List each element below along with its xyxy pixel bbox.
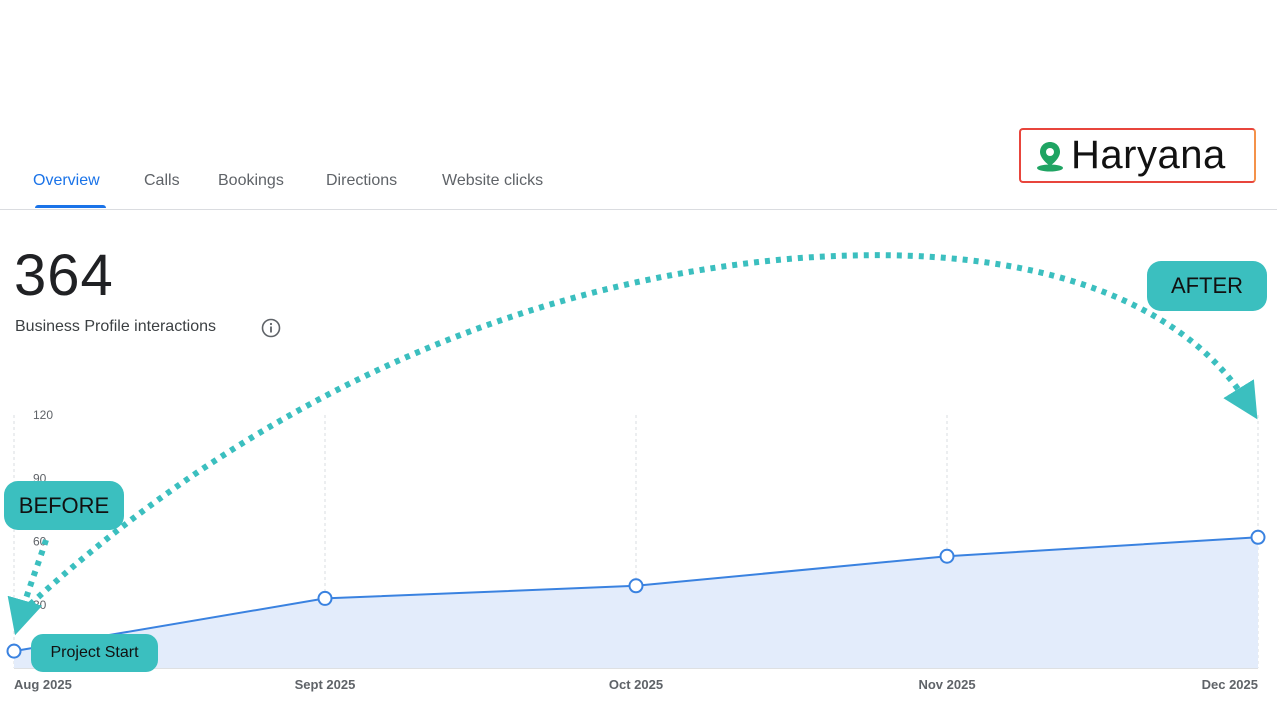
project-start-label: Project Start bbox=[31, 634, 158, 672]
tab-calls[interactable]: Calls bbox=[144, 172, 180, 189]
x-tick-label: Aug 2025 bbox=[14, 677, 72, 692]
data-point[interactable] bbox=[628, 578, 644, 594]
x-tick-label: Sept 2025 bbox=[295, 677, 356, 692]
map-pin-icon bbox=[1037, 141, 1063, 171]
location-name: Haryana bbox=[1071, 133, 1226, 177]
y-tick-label: 30 bbox=[33, 598, 47, 612]
tab-bookings[interactable]: Bookings bbox=[218, 172, 284, 189]
data-point[interactable] bbox=[317, 590, 333, 606]
tab-bar: Overview Calls Bookings Directions Websi… bbox=[0, 160, 1277, 210]
x-tick-label: Dec 2025 bbox=[1202, 677, 1258, 692]
tab-overview[interactable]: Overview bbox=[33, 172, 100, 189]
data-point[interactable] bbox=[939, 548, 955, 564]
interactions-total: 364 bbox=[14, 243, 114, 308]
tab-directions[interactable]: Directions bbox=[326, 172, 398, 189]
before-label: BEFORE bbox=[4, 481, 124, 530]
data-point[interactable] bbox=[6, 643, 22, 659]
x-tick-label: Nov 2025 bbox=[918, 677, 975, 692]
before-after-arc bbox=[19, 252, 1258, 615]
location-badge: Haryana bbox=[1019, 128, 1256, 183]
x-tick-label: Oct 2025 bbox=[609, 677, 663, 692]
series-area bbox=[14, 537, 1258, 668]
y-tick-label: 60 bbox=[33, 535, 47, 549]
interactions-label: Business Profile interactions bbox=[15, 318, 216, 335]
y-tick-label: 120 bbox=[33, 408, 53, 422]
tab-website-clicks[interactable]: Website clicks bbox=[442, 172, 544, 189]
data-point[interactable] bbox=[1250, 529, 1266, 545]
active-tab-indicator bbox=[35, 205, 106, 208]
after-label: AFTER bbox=[1147, 261, 1267, 311]
info-icon[interactable] bbox=[261, 318, 281, 338]
